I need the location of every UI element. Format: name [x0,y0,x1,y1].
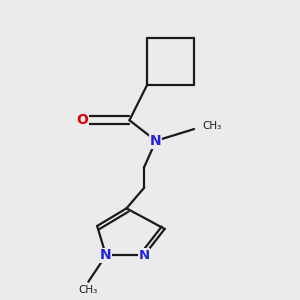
Text: N: N [100,248,112,262]
Text: O: O [76,113,88,127]
Text: N: N [150,134,162,148]
Text: N: N [139,249,150,262]
Text: CH₃: CH₃ [203,121,222,131]
Text: CH₃: CH₃ [79,285,98,295]
